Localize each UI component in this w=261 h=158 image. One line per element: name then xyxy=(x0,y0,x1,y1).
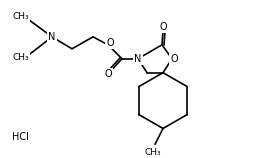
Text: N: N xyxy=(134,54,142,64)
Text: CH₃: CH₃ xyxy=(145,148,161,157)
Text: O: O xyxy=(104,69,112,79)
Text: CH₃: CH₃ xyxy=(13,53,29,62)
Text: O: O xyxy=(159,22,167,32)
Text: N: N xyxy=(48,32,56,42)
Text: O: O xyxy=(170,54,178,64)
Text: HCl: HCl xyxy=(11,132,28,142)
Text: O: O xyxy=(106,38,114,48)
Text: CH₃: CH₃ xyxy=(13,12,29,21)
